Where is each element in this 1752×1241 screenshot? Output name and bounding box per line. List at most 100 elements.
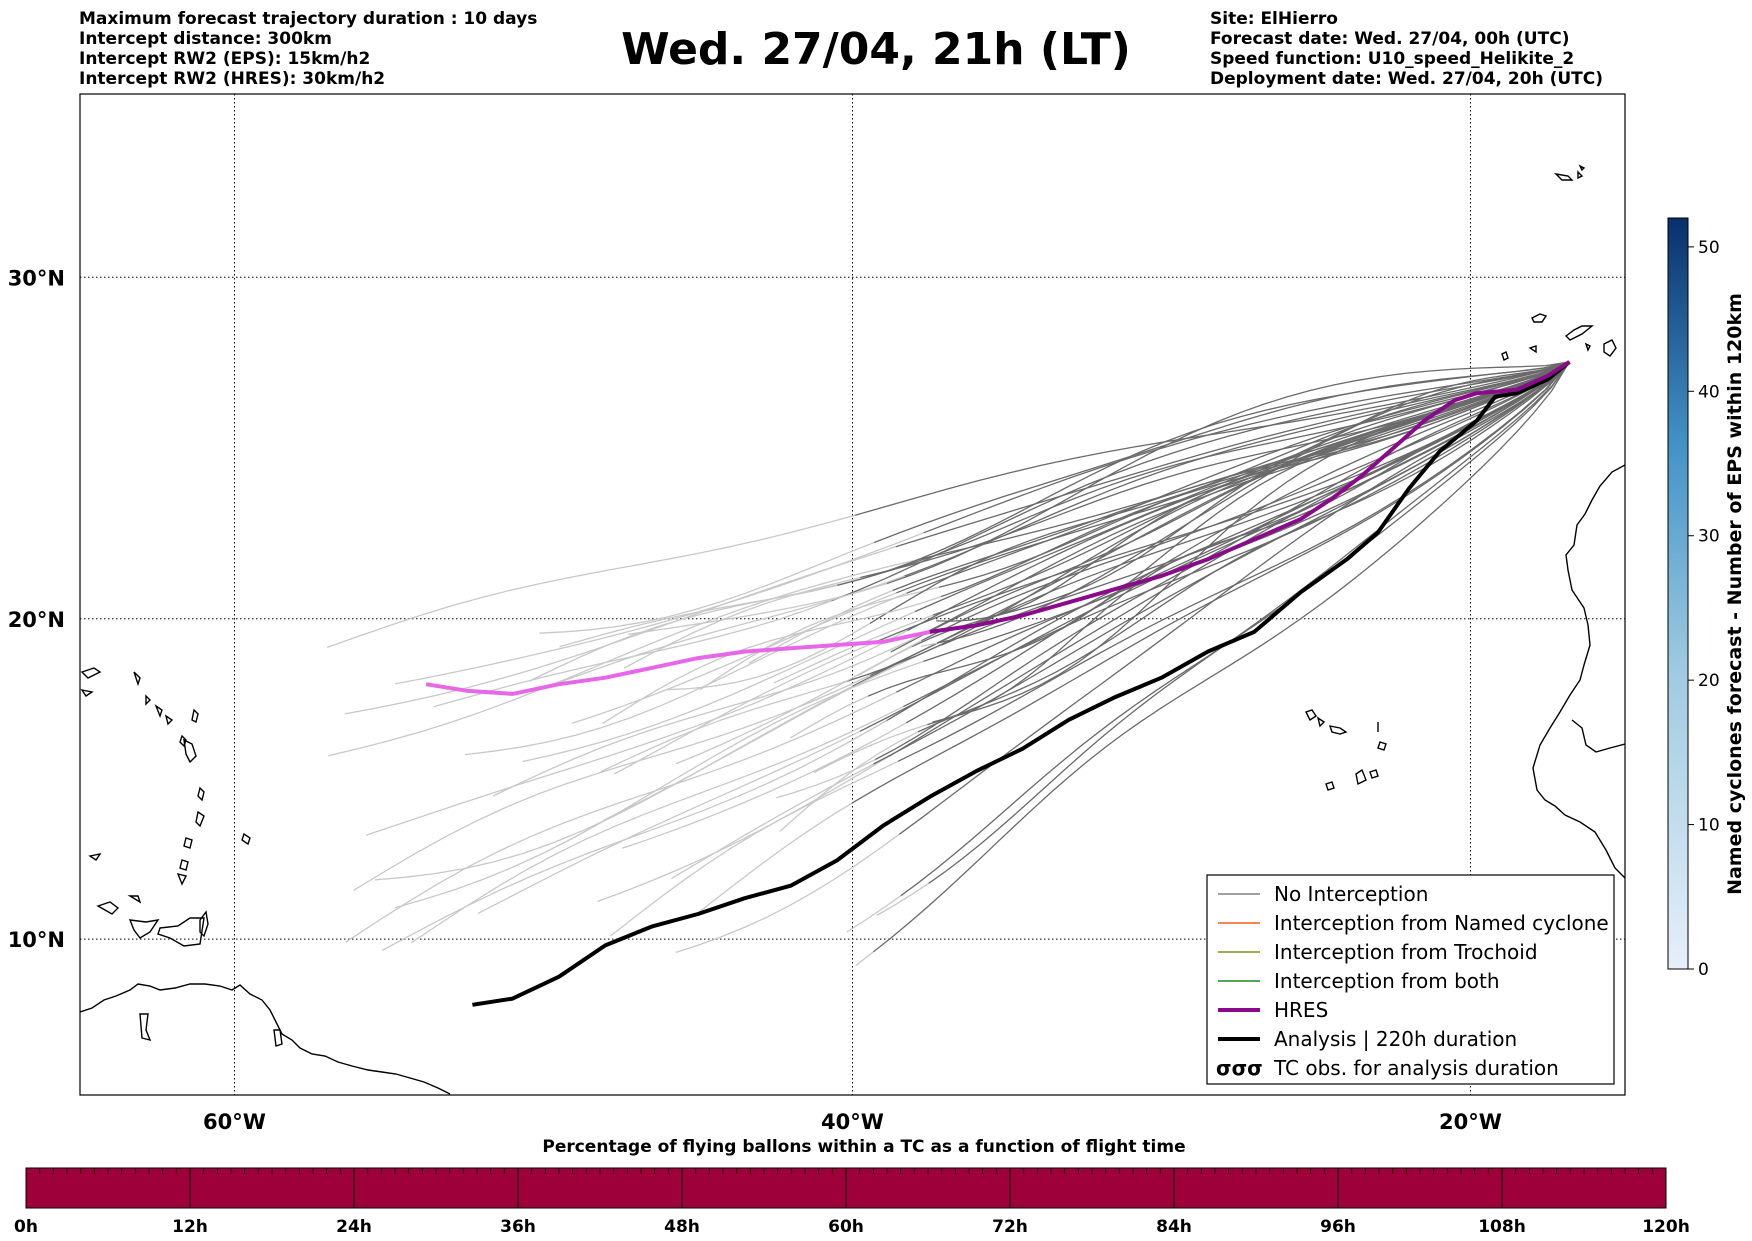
ensemble-track (923, 361, 1570, 534)
ensemble-track-faded (666, 622, 871, 691)
coastline-island-b (96, 901, 120, 915)
time-bar-tick-label: 72h (992, 1217, 1028, 1237)
coastline-island-f (273, 1029, 283, 1047)
island-cv-3 (1328, 725, 1348, 735)
ensemble-track (860, 361, 1570, 579)
header-left-line: Intercept RW2 (EPS): 15km/h2 (79, 49, 371, 69)
ensemble-track-faded (597, 755, 890, 903)
lat-tick-label: 10°N (8, 928, 65, 952)
island-antilles-7 (176, 872, 188, 886)
legend-label: Interception from both (1274, 969, 1500, 993)
ensemble-track (875, 361, 1570, 761)
header-right-line: Speed function: U10_speed_Helikite_2 (1210, 49, 1575, 69)
ensemble-track-faded (789, 695, 869, 739)
ensemble-track (904, 361, 1570, 577)
coastlines (80, 164, 1625, 1095)
ensemble-track-faded (675, 640, 922, 765)
ensemble-track-faded (613, 640, 878, 775)
lat-tick-label: 20°N (8, 608, 65, 632)
ensemble-track (873, 361, 1570, 953)
ensemble-track-faded (920, 642, 938, 648)
island-cv-7 (1355, 768, 1367, 786)
island-antilles-12 (145, 694, 151, 706)
island-madeira-2 (1577, 170, 1584, 180)
time-bar-tick-label: 84h (1156, 1217, 1192, 1237)
island-antilles-10 (80, 688, 94, 697)
coastline-trinidad (199, 910, 209, 938)
ensemble-track (831, 361, 1570, 602)
ensemble-track-faded (671, 763, 874, 879)
ensemble-track (927, 361, 1570, 726)
colorbar-tick-label: 10 (1698, 816, 1720, 836)
island-antilles-6 (179, 859, 189, 871)
colorbar-tick-label: 30 (1698, 527, 1720, 547)
header-right-info: Site: ElHierro Forecast date: Wed. 27/04… (1210, 9, 1603, 89)
island-cv-1 (1305, 709, 1317, 722)
island-canary-4 (1501, 351, 1509, 361)
map-frame (79, 93, 1626, 1096)
time-bar-tick-label: 96h (1320, 1217, 1356, 1237)
island-canary-2 (1564, 325, 1594, 341)
colorbar-gradient (1667, 217, 1689, 970)
ensemble-track-faded (675, 833, 900, 954)
coastline-island-d (128, 919, 160, 939)
island-madeira-3 (1578, 164, 1586, 172)
ensemble-track-faded (546, 575, 905, 688)
coastline-south-america (80, 983, 451, 1095)
ensemble-track-faded (846, 895, 902, 933)
coastline-island-c (127, 895, 142, 904)
island-antilles-13 (154, 704, 163, 719)
ensemble-track-faded (855, 951, 874, 967)
ensemble-track-faded (699, 802, 853, 913)
coastline-island-e (139, 1013, 152, 1042)
ensemble-track-faded (365, 629, 908, 836)
ensemble-track (859, 361, 1570, 732)
island-antilles-5 (183, 837, 193, 849)
island-canary-6 (1584, 342, 1591, 352)
ensemble-track (897, 361, 1570, 762)
island-cv-2 (1316, 716, 1326, 728)
island-madeira (1553, 172, 1574, 181)
hres-track-faded (425, 629, 931, 696)
ensemble-track-faded (394, 660, 924, 909)
colorbar-tick-label: 0 (1698, 960, 1709, 980)
header-left-line: Intercept distance: 300km (79, 29, 332, 49)
lon-tick-label: 60°W (203, 1110, 266, 1134)
ensemble-track (896, 361, 1570, 594)
header-left-info: Maximum forecast trajectory duration : 1… (79, 9, 537, 89)
ensemble-track-faded (381, 719, 888, 951)
colorbar: 0 10 20 30 40 50 (1667, 217, 1720, 980)
ensemble-track-faded (776, 758, 876, 799)
island-antilles-3 (197, 786, 205, 802)
island-antilles-15 (241, 832, 251, 846)
island-canary-5 (1528, 345, 1537, 354)
hres-track (929, 360, 1571, 634)
colorbar-label: Named cyclones forecast - Number of EPS … (1724, 293, 1746, 895)
legend-label: HRES (1274, 998, 1328, 1022)
ensemble-track-faded (539, 541, 875, 634)
header-right-line: Forecast date: Wed. 27/04, 00h (UTC) (1210, 29, 1570, 49)
ensemble-track-faded (326, 514, 856, 649)
time-bar-tick-label: 120h (1642, 1217, 1690, 1237)
axis-labels: 60°W 40°W 20°W 30°N 20°N 10°N (8, 266, 1502, 1134)
legend-label: Interception from Named cyclone (1274, 911, 1609, 935)
ensemble-track-faded (464, 592, 908, 756)
ensemble-track (895, 361, 1570, 548)
time-bar-tick-label: 24h (336, 1217, 372, 1237)
legend-label: Interception from Trochoid (1274, 940, 1538, 964)
island-cv-8 (1369, 769, 1379, 779)
time-bar-tick-label: 48h (664, 1217, 700, 1237)
ensemble-track (923, 361, 1570, 663)
island-antilles-1 (191, 708, 199, 724)
time-bar-tick-label: 60h (828, 1217, 864, 1237)
ensemble-track-faded (328, 558, 918, 757)
ensemble-track (932, 361, 1570, 723)
island-antilles-2 (183, 738, 197, 764)
map-title: Wed. 27/04, 21h (LT) (621, 24, 1131, 75)
ensemble-track (917, 361, 1570, 733)
ensemble-track-faded (773, 614, 934, 684)
header-left-line: Maximum forecast trajectory duration : 1… (79, 9, 538, 29)
ensemble-track-faded (522, 610, 916, 763)
time-bar: 0h 12h 24h 36h 48h 60h 72h 84h 96h 108h 120h (14, 1167, 1690, 1237)
